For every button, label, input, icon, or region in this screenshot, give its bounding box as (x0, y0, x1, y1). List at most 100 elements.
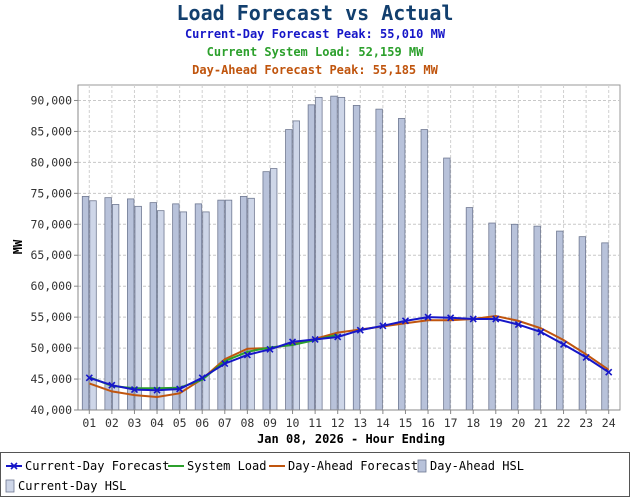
subtitle-label: Day-Ahead Forecast Peak: (192, 63, 373, 77)
chart-title: Load Forecast vs Actual (177, 1, 454, 25)
point-current-day-forecast-14 (379, 322, 387, 330)
bar-day-ahead-hsl-14 (375, 108, 383, 411)
x-tick-label: 17 (444, 416, 458, 430)
bar-day-ahead-hsl-03 (127, 198, 135, 411)
x-tick-label: 24 (602, 416, 616, 430)
y-axis-title: MW (11, 239, 25, 254)
point-current-day-forecast-22 (559, 340, 568, 348)
subtitle-value: 55,185 MW (373, 63, 439, 77)
legend: Current-Day Forecast System Load Day-Ahead… (5, 459, 524, 493)
legend-swatch-day-ahead-hsl (417, 459, 427, 473)
bar-current-day-hsl-12 (337, 96, 346, 411)
x-tick-label: 23 (579, 416, 593, 430)
x-tick-label: 14 (376, 416, 390, 430)
x-tick-label: 10 (286, 416, 300, 430)
bar-day-ahead-hsl-08 (239, 196, 248, 411)
subtitle-group: Current-Day Forecast Peak: 55,010 MWCurr… (185, 27, 446, 77)
bar-day-ahead-hsl-20 (510, 223, 519, 411)
bar-day-ahead-hsl-11 (307, 104, 316, 411)
point-current-day-forecast-16 (424, 313, 432, 321)
x-tick-label: 05 (173, 416, 187, 430)
x-tick-label: 22 (557, 416, 571, 430)
y-tick-label: 40,000 (30, 403, 72, 417)
y-tick-label: 65,000 (30, 248, 72, 262)
bar-day-ahead-hsl-24 (601, 242, 609, 411)
legend-label-current-day-forecast: Current-Day Forecast (25, 459, 170, 473)
x-tick-label: 07 (218, 416, 232, 430)
point-current-day-forecast-18 (469, 315, 477, 323)
bar-day-ahead-hsl-04 (149, 202, 157, 411)
point-current-day-forecast-07 (221, 360, 229, 368)
subtitle-label: Current System Load: (207, 45, 359, 59)
point-current-day-forecast-17 (447, 314, 455, 322)
point-current-day-forecast-15 (401, 317, 410, 325)
point-current-day-forecast-13 (356, 326, 364, 334)
point-current-day-forecast-04 (153, 386, 161, 394)
subtitle-1: Current-Day Forecast Peak: 55,010 MW (185, 27, 446, 41)
bar-day-ahead-hsl-01 (81, 196, 90, 411)
bar-current-day-hsl-08 (247, 197, 255, 411)
point-current-day-forecast-06 (198, 374, 206, 382)
bar-day-ahead-hsl-13 (352, 105, 361, 411)
subtitle-value: 52,159 MW (358, 45, 424, 59)
x-tick-label: 01 (82, 416, 96, 430)
bar-day-ahead-hsl-17 (443, 157, 451, 411)
x-tick-label: 21 (534, 416, 548, 430)
legend-label-current-day-hsl: Current-Day HSL (18, 479, 126, 493)
point-current-day-forecast-12 (334, 333, 342, 341)
x-axis-title: Jan 08, 2026 - Hour Ending (257, 432, 445, 446)
bar-current-day-hsl-04 (157, 210, 165, 411)
bar-day-ahead-hsl-05 (172, 203, 180, 411)
bar-current-day-hsl-09 (270, 168, 278, 411)
y-tick-label: 50,000 (30, 341, 72, 355)
bar-day-ahead-hsl-18 (465, 207, 474, 411)
y-tick-label: 90,000 (30, 93, 72, 107)
bar-day-ahead-hsl-21 (533, 225, 541, 411)
point-current-day-forecast-01 (85, 374, 93, 382)
x-tick-label: 04 (150, 416, 164, 430)
point-current-day-forecast-24 (605, 368, 613, 376)
x-tick-label: 19 (489, 416, 503, 430)
point-current-day-forecast-21 (537, 328, 545, 336)
bar-day-ahead-hsl-12 (330, 95, 338, 411)
bar-current-day-hsl-02 (111, 204, 120, 411)
y-tick-label: 55,000 (30, 310, 72, 324)
x-tick-label: 20 (511, 416, 525, 430)
y-tick-label: 60,000 (30, 279, 72, 293)
axis-layer: 40,000 45,000 50,000 55,000 60,000 65,000 70,0… (30, 85, 620, 430)
line-day-ahead-forecast (88, 314, 610, 399)
legend-swatch-current-day-hsl (5, 479, 15, 493)
y-tick-label: 75,000 (30, 186, 72, 200)
legend-label-system-load: System Load (187, 459, 266, 473)
x-tick-label: 08 (240, 416, 254, 430)
x-tick-label: 12 (331, 416, 345, 430)
legend-label-day-ahead-hsl: Day-Ahead HSL (430, 459, 524, 473)
bar-current-day-hsl-11 (315, 96, 323, 411)
subtitle-value: 55,010 MW (380, 27, 446, 41)
y-tick-label: 70,000 (30, 217, 72, 231)
x-tick-label: 15 (399, 416, 413, 430)
bar-day-ahead-hsl-02 (104, 197, 112, 411)
point-current-day-forecast-02 (108, 381, 116, 389)
x-tick-label: 18 (466, 416, 480, 430)
subtitle-label: Current-Day Forecast Peak: (185, 27, 380, 41)
subtitle-2: Current System Load: 52,159 MW (207, 45, 425, 59)
y-tick-label: 45,000 (30, 372, 72, 386)
x-tick-label: 02 (105, 416, 119, 430)
point-current-day-forecast-09 (266, 345, 274, 353)
bar-day-ahead-hsl-16 (420, 129, 428, 411)
subtitle-3: Day-Ahead Forecast Peak: 55,185 MW (192, 63, 438, 77)
bar-day-ahead-hsl-07 (217, 199, 225, 411)
x-tick-label: 06 (195, 416, 209, 430)
plot-area (77, 84, 621, 411)
y-tick-label: 85,000 (30, 124, 72, 138)
point-current-day-forecast-20 (514, 321, 522, 329)
point-current-day-forecast-05 (176, 385, 184, 393)
bar-current-day-hsl-05 (179, 211, 188, 411)
point-current-day-forecast-23 (582, 353, 590, 361)
point-current-day-forecast-11 (311, 335, 319, 343)
bar-day-ahead-hsl-10 (285, 129, 293, 411)
line-layer (85, 313, 613, 399)
legend-box (0, 452, 630, 497)
